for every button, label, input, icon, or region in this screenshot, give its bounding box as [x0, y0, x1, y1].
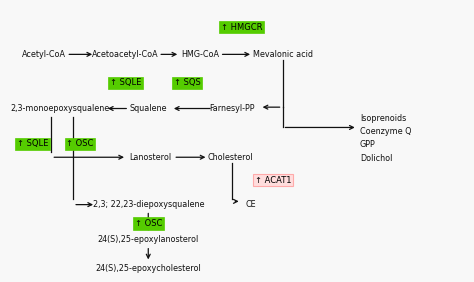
Text: Acetyl-CoA: Acetyl-CoA	[22, 50, 65, 59]
Text: Squalene: Squalene	[129, 104, 167, 113]
Text: ↑ SQLE: ↑ SQLE	[110, 78, 141, 87]
Text: ↑ OSC: ↑ OSC	[66, 139, 94, 148]
Text: ↑ OSC: ↑ OSC	[135, 219, 162, 228]
Text: CE: CE	[246, 200, 256, 209]
Text: ↑ SQLE: ↑ SQLE	[17, 139, 48, 148]
Text: Isoprenoids
Coenzyme Q
GPP
Dolichol: Isoprenoids Coenzyme Q GPP Dolichol	[360, 114, 411, 163]
Text: 2,3; 22,23-diepoxysqualene: 2,3; 22,23-diepoxysqualene	[92, 200, 204, 209]
Text: 24(S),25-epoxycholesterol: 24(S),25-epoxycholesterol	[95, 264, 201, 273]
Text: ↑ HMGCR: ↑ HMGCR	[221, 23, 262, 32]
Text: ↑ SQS: ↑ SQS	[173, 78, 201, 87]
Text: Acetoacetyl-CoA: Acetoacetyl-CoA	[92, 50, 159, 59]
Text: HMG-CoA: HMG-CoA	[182, 50, 219, 59]
Text: Lanosterol: Lanosterol	[129, 153, 172, 162]
Text: Mevalonic acid: Mevalonic acid	[253, 50, 312, 59]
Text: 2,3-monoepoxysqualene: 2,3-monoepoxysqualene	[10, 104, 109, 113]
Text: 24(S),25-epoxylanosterol: 24(S),25-epoxylanosterol	[98, 235, 199, 244]
Text: ↑ ACAT1: ↑ ACAT1	[255, 176, 292, 185]
Text: Farnesyl-PP: Farnesyl-PP	[210, 104, 255, 113]
Text: Cholesterol: Cholesterol	[207, 153, 253, 162]
